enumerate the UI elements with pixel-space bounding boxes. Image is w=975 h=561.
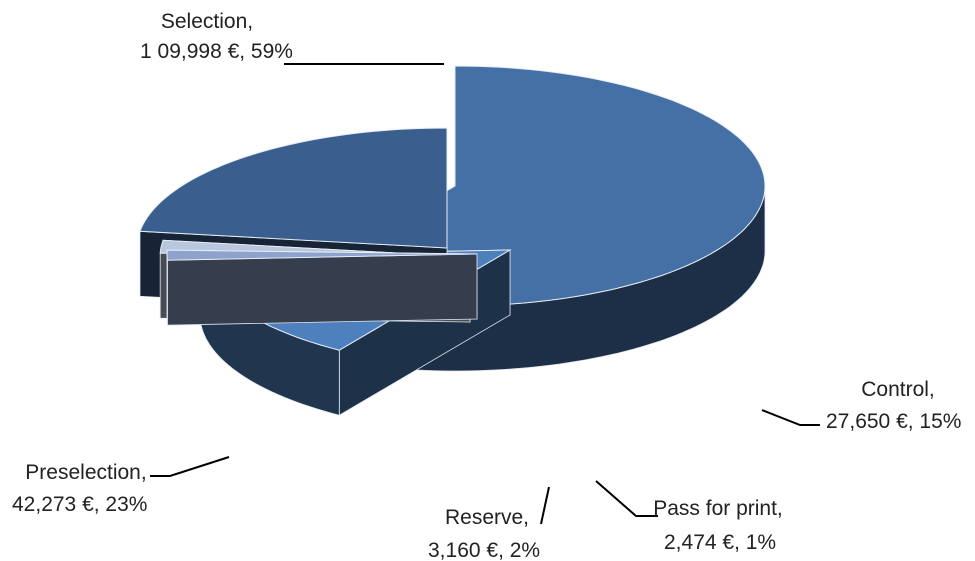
slice-top-preselection bbox=[139, 127, 448, 249]
data-label-category-selection: Selection, bbox=[161, 10, 253, 33]
data-label-value-control: 27,650 €, 15% bbox=[826, 410, 961, 433]
data-label-value-reserve: 3,160 €, 2% bbox=[428, 539, 540, 561]
pie-slice-pass-for-print bbox=[166, 249, 478, 326]
leader-line-control bbox=[761, 409, 820, 426]
data-label-category-pass-for-print: Pass for print, bbox=[653, 497, 783, 520]
slice-top-pass-for-print bbox=[166, 249, 478, 261]
leader-line-pass-for-print bbox=[595, 480, 658, 517]
leader-line-preselection bbox=[150, 456, 230, 477]
data-label-value-preselection: 42,273 €, 23% bbox=[12, 493, 147, 516]
data-label-category-preselection: Preselection, bbox=[25, 461, 146, 484]
slice-side-wall-pass-for-print bbox=[166, 253, 478, 326]
data-label-value-pass-for-print: 2,474 €, 1% bbox=[664, 531, 776, 554]
data-label-category-reserve: Reserve, bbox=[445, 506, 529, 529]
data-label-value-selection: 1 09,998 €, 59% bbox=[140, 40, 293, 63]
leader-line-reserve bbox=[540, 486, 550, 525]
data-label-category-control: Control, bbox=[861, 378, 935, 401]
